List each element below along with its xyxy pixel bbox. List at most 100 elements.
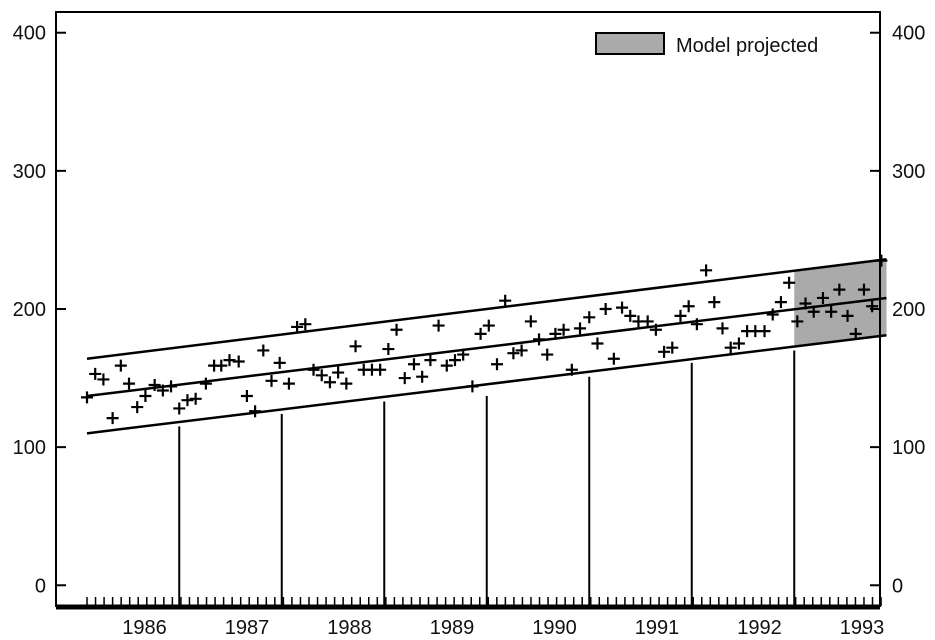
data-point bbox=[833, 283, 846, 296]
data-point bbox=[81, 391, 93, 404]
data-point bbox=[574, 322, 587, 335]
data-point bbox=[97, 373, 110, 386]
data-point bbox=[666, 341, 679, 354]
data-point bbox=[658, 345, 671, 358]
data-point bbox=[591, 337, 604, 350]
data-point bbox=[783, 276, 796, 289]
data-point bbox=[690, 318, 703, 331]
data-point bbox=[524, 315, 537, 328]
legend: Model projected bbox=[595, 32, 818, 57]
legend-swatch bbox=[595, 32, 665, 55]
data-point bbox=[716, 322, 729, 335]
data-point bbox=[549, 327, 562, 340]
data-point bbox=[807, 305, 820, 318]
data-point bbox=[507, 347, 520, 360]
data-point bbox=[875, 254, 888, 267]
data-point bbox=[215, 359, 228, 372]
data-point bbox=[565, 363, 578, 376]
data-point bbox=[816, 291, 829, 304]
x-tick-label: 1987 bbox=[225, 617, 270, 639]
data-point bbox=[240, 390, 253, 403]
data-point bbox=[791, 315, 804, 328]
data-point bbox=[291, 320, 304, 333]
data-point bbox=[599, 303, 612, 315]
data-point bbox=[674, 309, 687, 322]
data-point bbox=[340, 377, 353, 390]
trend-line bbox=[86, 296, 887, 398]
data-point bbox=[114, 359, 127, 372]
data-point bbox=[398, 372, 411, 385]
data-point bbox=[332, 366, 345, 379]
y-tick-label-right: 0 bbox=[892, 575, 903, 597]
y-tick-label-right: 200 bbox=[892, 299, 925, 321]
data-point bbox=[624, 309, 637, 322]
data-point bbox=[466, 380, 479, 393]
data-point bbox=[857, 283, 870, 296]
y-tick-label-left: 100 bbox=[13, 437, 46, 459]
data-point bbox=[265, 374, 278, 387]
data-point bbox=[390, 323, 403, 336]
plot-area: 0 0 100 100 200 200 300 300 400 400 1986 1987 1988 19… bbox=[13, 11, 925, 639]
data-point bbox=[106, 412, 119, 425]
data-point bbox=[349, 340, 362, 353]
data-point bbox=[724, 341, 737, 354]
y-tick-label-left: 400 bbox=[13, 23, 46, 45]
y-tick-label-right: 400 bbox=[892, 23, 925, 45]
data-point bbox=[299, 318, 312, 331]
data-point bbox=[799, 297, 812, 310]
x-tick-label: 1992 bbox=[737, 617, 782, 639]
data-point bbox=[866, 300, 879, 313]
data-point bbox=[541, 348, 554, 361]
data-point bbox=[223, 354, 236, 367]
data-point bbox=[173, 402, 186, 415]
data-point bbox=[374, 363, 387, 376]
data-point bbox=[199, 377, 212, 390]
data-point bbox=[616, 301, 629, 314]
y-tick-label-left: 0 bbox=[35, 575, 46, 597]
data-point bbox=[307, 363, 320, 376]
data-point bbox=[474, 327, 487, 340]
data-point bbox=[758, 325, 771, 338]
x-tick-label: 1988 bbox=[327, 617, 372, 639]
data-point bbox=[649, 323, 662, 336]
data-point bbox=[708, 296, 721, 309]
data-point bbox=[515, 344, 528, 357]
data-point bbox=[700, 264, 713, 277]
data-point bbox=[583, 311, 596, 324]
data-point bbox=[841, 309, 854, 322]
data-point bbox=[156, 384, 169, 397]
data-point bbox=[641, 315, 654, 328]
data-point bbox=[432, 319, 445, 332]
data-point bbox=[533, 333, 546, 346]
trend-line bbox=[86, 334, 887, 435]
data-point bbox=[165, 380, 178, 393]
y-tick-label-left: 200 bbox=[13, 299, 46, 321]
data-point bbox=[273, 356, 286, 369]
data-point bbox=[89, 367, 102, 380]
data-point bbox=[732, 337, 745, 350]
data-point bbox=[825, 305, 838, 318]
data-point bbox=[482, 319, 495, 332]
trend-line bbox=[86, 258, 887, 360]
data-point bbox=[491, 358, 503, 371]
data-point bbox=[232, 355, 245, 368]
x-tick-label: 1991 bbox=[635, 617, 680, 639]
data-point bbox=[382, 343, 395, 356]
x-tick-label: 1990 bbox=[532, 617, 577, 639]
data-point bbox=[682, 300, 695, 313]
data-point bbox=[323, 376, 336, 389]
data-point bbox=[424, 354, 437, 367]
x-tick-label: 1986 bbox=[122, 617, 167, 639]
data-point bbox=[448, 354, 461, 367]
data-point bbox=[849, 327, 862, 340]
data-point bbox=[774, 296, 787, 309]
data-point bbox=[440, 359, 453, 372]
data-point bbox=[766, 308, 779, 321]
data-point bbox=[282, 377, 295, 390]
x-tick-label: 1993 bbox=[840, 617, 885, 639]
data-point bbox=[189, 392, 202, 405]
data-point bbox=[499, 294, 512, 307]
data-point bbox=[148, 378, 161, 391]
data-point bbox=[249, 405, 262, 418]
